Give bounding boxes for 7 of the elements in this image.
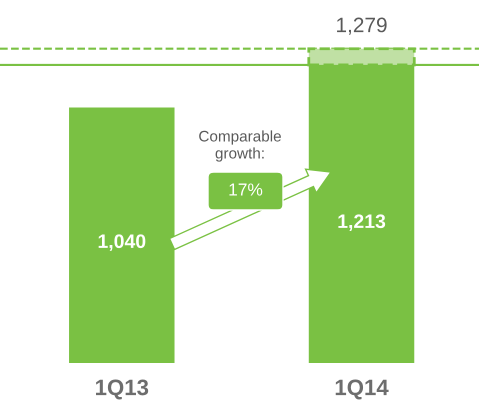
data-label: 1,040 xyxy=(98,234,146,251)
data-label: 1,213 xyxy=(338,214,386,231)
annotation: Comparable growth: xyxy=(199,130,281,162)
x-tick-label: 1Q13 xyxy=(96,380,148,400)
total-label: 1,279 xyxy=(337,18,387,35)
x-tick-label: 1Q14 xyxy=(336,380,389,400)
annotation: 17% xyxy=(229,183,262,196)
